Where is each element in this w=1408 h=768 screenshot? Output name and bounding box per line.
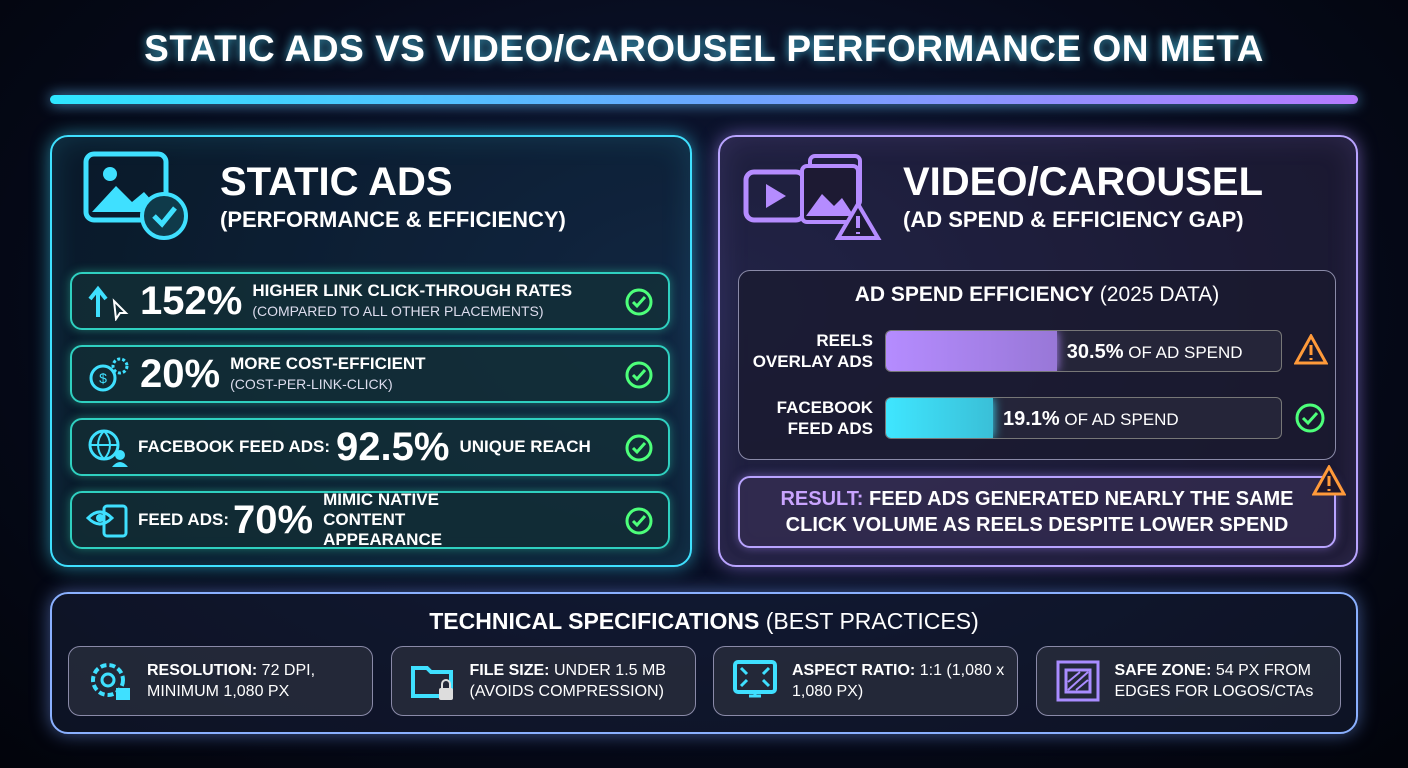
spend-title: AD SPEND EFFICIENCY (2025 DATA) xyxy=(738,283,1336,307)
item-prefix: FEED ADS: xyxy=(138,510,229,529)
warning-icon xyxy=(1294,334,1328,365)
row-label: REELS OVERLAY ADS xyxy=(752,331,873,371)
row-label: FACEBOOK FEED ADS xyxy=(776,398,873,438)
item-note: (COST-PER-LINK-CLICK) xyxy=(230,376,393,392)
specs-title: TECHNICAL SPECIFICATIONS (BEST PRACTICES… xyxy=(50,608,1358,635)
bar-track: 19.1% OF AD SPEND xyxy=(885,397,1282,439)
spec-value: 1:1 (1,080 x 1,080 PX) xyxy=(792,662,1005,700)
spec-value: 72 DPI, MINIMUM 1,080 PX xyxy=(147,662,316,700)
bar xyxy=(886,398,993,438)
check-icon xyxy=(625,507,653,535)
spec-item: RESOLUTION: 72 DPI, MINIMUM 1,080 PX xyxy=(68,646,373,716)
item-prefix: FACEBOOK FEED ADS: xyxy=(138,437,331,456)
spec-value: UNDER 1.5 MB (AVOIDS COMPRESSION) xyxy=(469,662,666,700)
spec-icon xyxy=(91,663,130,700)
item-note: (COMPARED TO ALL OTHER PLACEMENTS) xyxy=(252,303,544,319)
item-text: MORE COST-EFFICIENT xyxy=(230,354,426,373)
check-icon xyxy=(625,434,653,462)
icon xyxy=(88,429,128,467)
check-icon xyxy=(625,361,653,389)
spec-item: FILE SIZE: UNDER 1.5 MB (AVOIDS COMPRESS… xyxy=(390,646,696,716)
stat-item: $ 20% MORE COST-EFFICIENT (COST-PER-LINK-… xyxy=(70,345,670,403)
icon: $ xyxy=(89,357,129,392)
static-icon xyxy=(83,151,188,240)
video-icon xyxy=(743,154,882,240)
bar xyxy=(886,331,1057,371)
spec-label: RESOLUTION: xyxy=(147,662,258,679)
svg-text:$: $ xyxy=(99,370,107,386)
stat-item: FEED ADS: 70% MIMIC NATIVE CONTENT APPEA… xyxy=(70,490,670,549)
static-heading: STATIC ADS xyxy=(220,160,453,204)
icon xyxy=(86,504,128,538)
bar-value: 19.1% OF AD SPEND xyxy=(1003,408,1179,431)
value-suffix: OF AD SPEND xyxy=(1064,410,1179,429)
figure: 152% xyxy=(140,278,243,323)
spec-icon xyxy=(1056,660,1099,702)
result-box: RESULT: FEED ADS GENERATED NEARLY THE SA… xyxy=(738,476,1336,548)
title: STATIC ADS VS VIDEO/CAROUSEL PERFORMANCE… xyxy=(144,28,1264,69)
video-subheading: (AD SPEND & EFFICIENCY GAP) xyxy=(903,207,1244,232)
stat-item: 152% HIGHER LINK CLICK-THROUGH RATES (COM… xyxy=(70,272,670,330)
figure: 92.5% xyxy=(336,424,450,469)
spend-note: (2025 DATA) xyxy=(1099,283,1220,306)
spec-label: FILE SIZE: xyxy=(469,662,550,679)
spec-value: 54 PX FROM EDGES FOR LOGOS/CTAs xyxy=(1114,662,1314,700)
bar-track: 30.5% OF AD SPEND xyxy=(885,330,1282,372)
warning-icon xyxy=(1312,465,1346,496)
spec-text: RESOLUTION: 72 DPI, MINIMUM 1,080 PX xyxy=(147,660,367,702)
spec-label: ASPECT RATIO: xyxy=(792,662,916,679)
spec-item: ASPECT RATIO: 1:1 (1,080 x 1,080 PX) xyxy=(713,646,1018,716)
icon xyxy=(88,285,129,321)
spec-label: SAFE ZONE: xyxy=(1114,662,1212,679)
spec-text: SAFE ZONE: 54 PX FROM EDGES FOR LOGOS/CT… xyxy=(1115,660,1335,702)
figure: 20% xyxy=(140,351,221,396)
specs-note: (BEST PRACTICES) xyxy=(765,608,979,634)
result-text: FEED ADS GENERATED NEARLY THE SAME CLICK… xyxy=(785,488,1294,536)
item-text: HIGHER LINK CLICK-THROUGH RATES xyxy=(252,281,573,300)
check-icon xyxy=(1295,403,1325,433)
spec-icon xyxy=(410,666,453,700)
stat-item: FACEBOOK FEED ADS: 92.5% UNIQUE REACH xyxy=(70,418,670,476)
static-subheading: (PERFORMANCE & EFFICIENCY) xyxy=(220,207,566,232)
spec-item: SAFE ZONE: 54 PX FROM EDGES FOR LOGOS/CT… xyxy=(1035,646,1341,716)
value-suffix: OF AD SPEND xyxy=(1128,343,1243,362)
item-text: MIMIC NATIVE CONTENT APPEARANCE xyxy=(323,490,443,549)
video-heading: VIDEO/CAROUSEL xyxy=(903,160,1264,204)
value-label: 19.1% xyxy=(1002,408,1060,430)
bar-value: 30.5% OF AD SPEND xyxy=(1067,341,1243,364)
value-label: 30.5% xyxy=(1066,341,1124,363)
result-label: RESULT: xyxy=(780,488,864,510)
figure: 70% xyxy=(233,497,314,542)
divider xyxy=(50,95,1358,104)
spec-icon xyxy=(733,660,777,698)
spec-text: FILE SIZE: UNDER 1.5 MB (AVOIDS COMPRESS… xyxy=(470,660,690,702)
spec-text: ASPECT RATIO: 1:1 (1,080 x 1,080 PX) xyxy=(792,660,1012,702)
spend-title-text: AD SPEND EFFICIENCY xyxy=(854,283,1094,306)
check-icon xyxy=(625,288,653,316)
item-text: UNIQUE REACH xyxy=(459,437,591,456)
specs-title-text: TECHNICAL SPECIFICATIONS xyxy=(429,608,760,634)
